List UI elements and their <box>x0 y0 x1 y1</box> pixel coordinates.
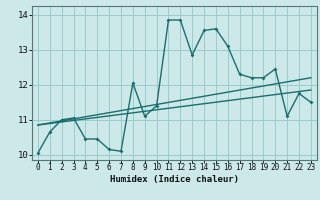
X-axis label: Humidex (Indice chaleur): Humidex (Indice chaleur) <box>110 175 239 184</box>
